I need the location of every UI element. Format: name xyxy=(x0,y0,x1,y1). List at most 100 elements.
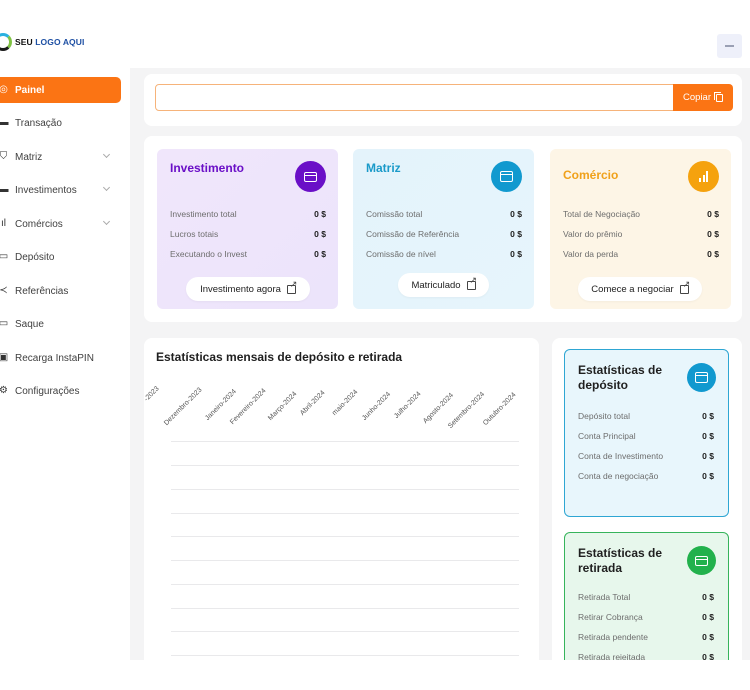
sidebar-item-label: Referências xyxy=(15,285,69,297)
stat-row: Retirar Cobrança 0 $ xyxy=(578,612,714,622)
sidebar-item-label: Recarga InstaPIN xyxy=(15,352,94,364)
sidebar-item-referencias[interactable]: ≺ Referências xyxy=(0,278,121,304)
chevron-down-icon xyxy=(102,217,111,226)
stat-row: Conta de negociação 0 $ xyxy=(578,471,714,481)
sidebar-item-matriz[interactable]: ⛉ Matriz xyxy=(0,144,121,170)
sidebar-item-deposito[interactable]: ▭ Depósito xyxy=(0,244,121,270)
x-axis-label: Julho-2024 xyxy=(393,390,423,420)
button-label: Investimento agora xyxy=(200,283,281,295)
chart-title: Estatísticas mensais de depósito e retir… xyxy=(156,350,403,364)
main-content: Copiar Investimento Investimento total 0 … xyxy=(130,68,750,660)
summary-cards-panel: Investimento Investimento total 0 $ Lucro… xyxy=(144,136,742,322)
x-axis-label: -2023 xyxy=(143,385,161,403)
sidebar-item-investimentos[interactable]: ▬ Investimentos xyxy=(0,177,121,203)
menu-toggle-button[interactable] xyxy=(717,34,742,58)
wallet-icon: ▬ xyxy=(0,184,9,195)
card-row: Comissão total 0 $ xyxy=(366,209,522,219)
withdraw-stats-card: Estatísticas de retirada Retirada Total 0… xyxy=(564,532,729,660)
share-icon: ≺ xyxy=(0,285,8,296)
sidebar-item-label: Matriz xyxy=(15,151,43,163)
sidebar-item-recarga-instapin[interactable]: ▣ Recarga InstaPIN xyxy=(0,345,121,371)
enrolled-button[interactable]: Matriculado xyxy=(398,273,489,297)
sidebar-item-label: Comércios xyxy=(15,218,63,230)
sidebar-item-label: Transação xyxy=(15,117,62,129)
matrix-card: Matriz Comissão total 0 $ Comissão de Ref… xyxy=(353,149,534,309)
card-row: Total de Negociação 0 $ xyxy=(563,209,719,219)
sidebar-item-saque[interactable]: ▭ Saque xyxy=(0,311,121,337)
window-icon xyxy=(687,363,716,392)
chevron-down-icon xyxy=(102,150,111,159)
external-link-icon xyxy=(679,280,690,294)
monthly-stats-chart-panel: Estatísticas mensais de depósito e retir… xyxy=(143,338,539,660)
deposit-icon: ▭ xyxy=(0,251,9,262)
card-icon xyxy=(687,546,716,575)
card-row: Investimento total 0 $ xyxy=(170,209,326,219)
sidebar-item-label: Painel xyxy=(15,84,45,96)
button-label: Matriculado xyxy=(411,279,461,291)
logo-text-part2: LOGO AQUI xyxy=(35,37,85,47)
sidebar-item-configuracoes[interactable]: ⚙ Configurações xyxy=(0,378,121,404)
top-bar: SEU LOGO AQUI xyxy=(0,0,750,68)
card-row: Comissão de Referência 0 $ xyxy=(366,229,522,239)
sidebar-item-transacao[interactable]: ▬ Transação xyxy=(0,110,121,136)
hamburger-icon xyxy=(725,45,734,47)
referral-link-input[interactable] xyxy=(155,84,675,111)
logo-text: SEU LOGO AQUI xyxy=(15,37,84,47)
bar-chart-icon xyxy=(688,161,719,192)
pin-card-icon: ▣ xyxy=(0,352,9,363)
chevron-down-icon xyxy=(102,183,111,192)
copy-button-label: Copiar xyxy=(683,92,711,103)
deposit-stats-card: Estatísticas de depósito Depósito total 0… xyxy=(564,349,729,517)
card-row: Valor do prêmio 0 $ xyxy=(563,229,719,239)
sidebar-item-label: Configurações xyxy=(15,385,80,397)
card-icon: ▬ xyxy=(0,117,9,128)
stat-row: Retirada Total 0 $ xyxy=(578,592,714,602)
start-trading-button[interactable]: Comece a negociar xyxy=(578,277,702,301)
stat-row: Depósito total 0 $ xyxy=(578,411,714,421)
gear-icon: ⚙ xyxy=(0,385,8,396)
card-title: Matriz xyxy=(366,161,401,175)
investment-card: Investimento Investimento total 0 $ Lucro… xyxy=(157,149,338,309)
x-axis-label: Outubro-2024 xyxy=(482,391,518,427)
copy-button[interactable]: Copiar xyxy=(673,84,733,111)
card-title: Comércio xyxy=(563,168,619,182)
card-icon xyxy=(295,161,326,192)
card-row: Executando o Invest 0 $ xyxy=(170,249,326,259)
referral-link-panel: Copiar xyxy=(144,74,742,126)
sidebar-item-label: Saque xyxy=(15,318,44,330)
copy-icon xyxy=(714,91,723,102)
withdraw-icon: ▭ xyxy=(0,318,9,329)
logo[interactable]: SEU LOGO AQUI xyxy=(0,33,84,51)
x-axis-label: maio-2024 xyxy=(331,388,360,417)
stat-row: Conta Principal 0 $ xyxy=(578,431,714,441)
withdraw-stats-title: Estatísticas de retirada xyxy=(578,546,663,575)
button-label: Comece a negociar xyxy=(591,283,674,295)
card-row: Valor da perda 0 $ xyxy=(563,249,719,259)
dashboard-icon: ◎ xyxy=(0,84,8,95)
shield-icon: ⛉ xyxy=(0,151,8,162)
invest-now-button[interactable]: Investimento agora xyxy=(186,277,310,301)
sidebar-item-comercios[interactable]: ıl Comércios xyxy=(0,211,121,237)
logo-text-part1: SEU xyxy=(15,37,33,47)
stat-row: Conta de Investimento 0 $ xyxy=(578,451,714,461)
card-title: Investimento xyxy=(170,161,245,175)
stats-side-panel: Estatísticas de depósito Depósito total 0… xyxy=(552,338,742,660)
window-icon xyxy=(491,161,522,192)
sidebar-item-label: Investimentos xyxy=(15,184,77,196)
x-axis-label: Abril-2024 xyxy=(299,389,327,417)
stat-row: Retirada rejeitada 0 $ xyxy=(578,652,714,660)
commerce-card: Comércio Total de Negociação 0 $ Valor do… xyxy=(550,149,731,309)
sidebar-item-painel[interactable]: ◎ Painel xyxy=(0,77,121,103)
sidebar: ◎ Painel ▬ Transação ⛉ Matriz ▬ Investim… xyxy=(0,68,130,660)
bar-chart-icon: ıl xyxy=(1,218,6,229)
external-link-icon xyxy=(466,276,477,290)
card-row: Comissão de nível 0 $ xyxy=(366,249,522,259)
card-row: Lucros totais 0 $ xyxy=(170,229,326,239)
sidebar-item-label: Depósito xyxy=(15,251,55,263)
app-viewport: SEU LOGO AQUI ◎ Painel ▬ Transação ⛉ Mat… xyxy=(0,0,750,660)
x-axis-label: Março-2024 xyxy=(267,390,299,422)
external-link-icon xyxy=(286,280,297,294)
x-axis-label: Dezembro-2023 xyxy=(163,386,204,427)
deposit-stats-title: Estatísticas de depósito xyxy=(578,363,663,392)
x-axis-label: Junho-2024 xyxy=(361,390,393,422)
